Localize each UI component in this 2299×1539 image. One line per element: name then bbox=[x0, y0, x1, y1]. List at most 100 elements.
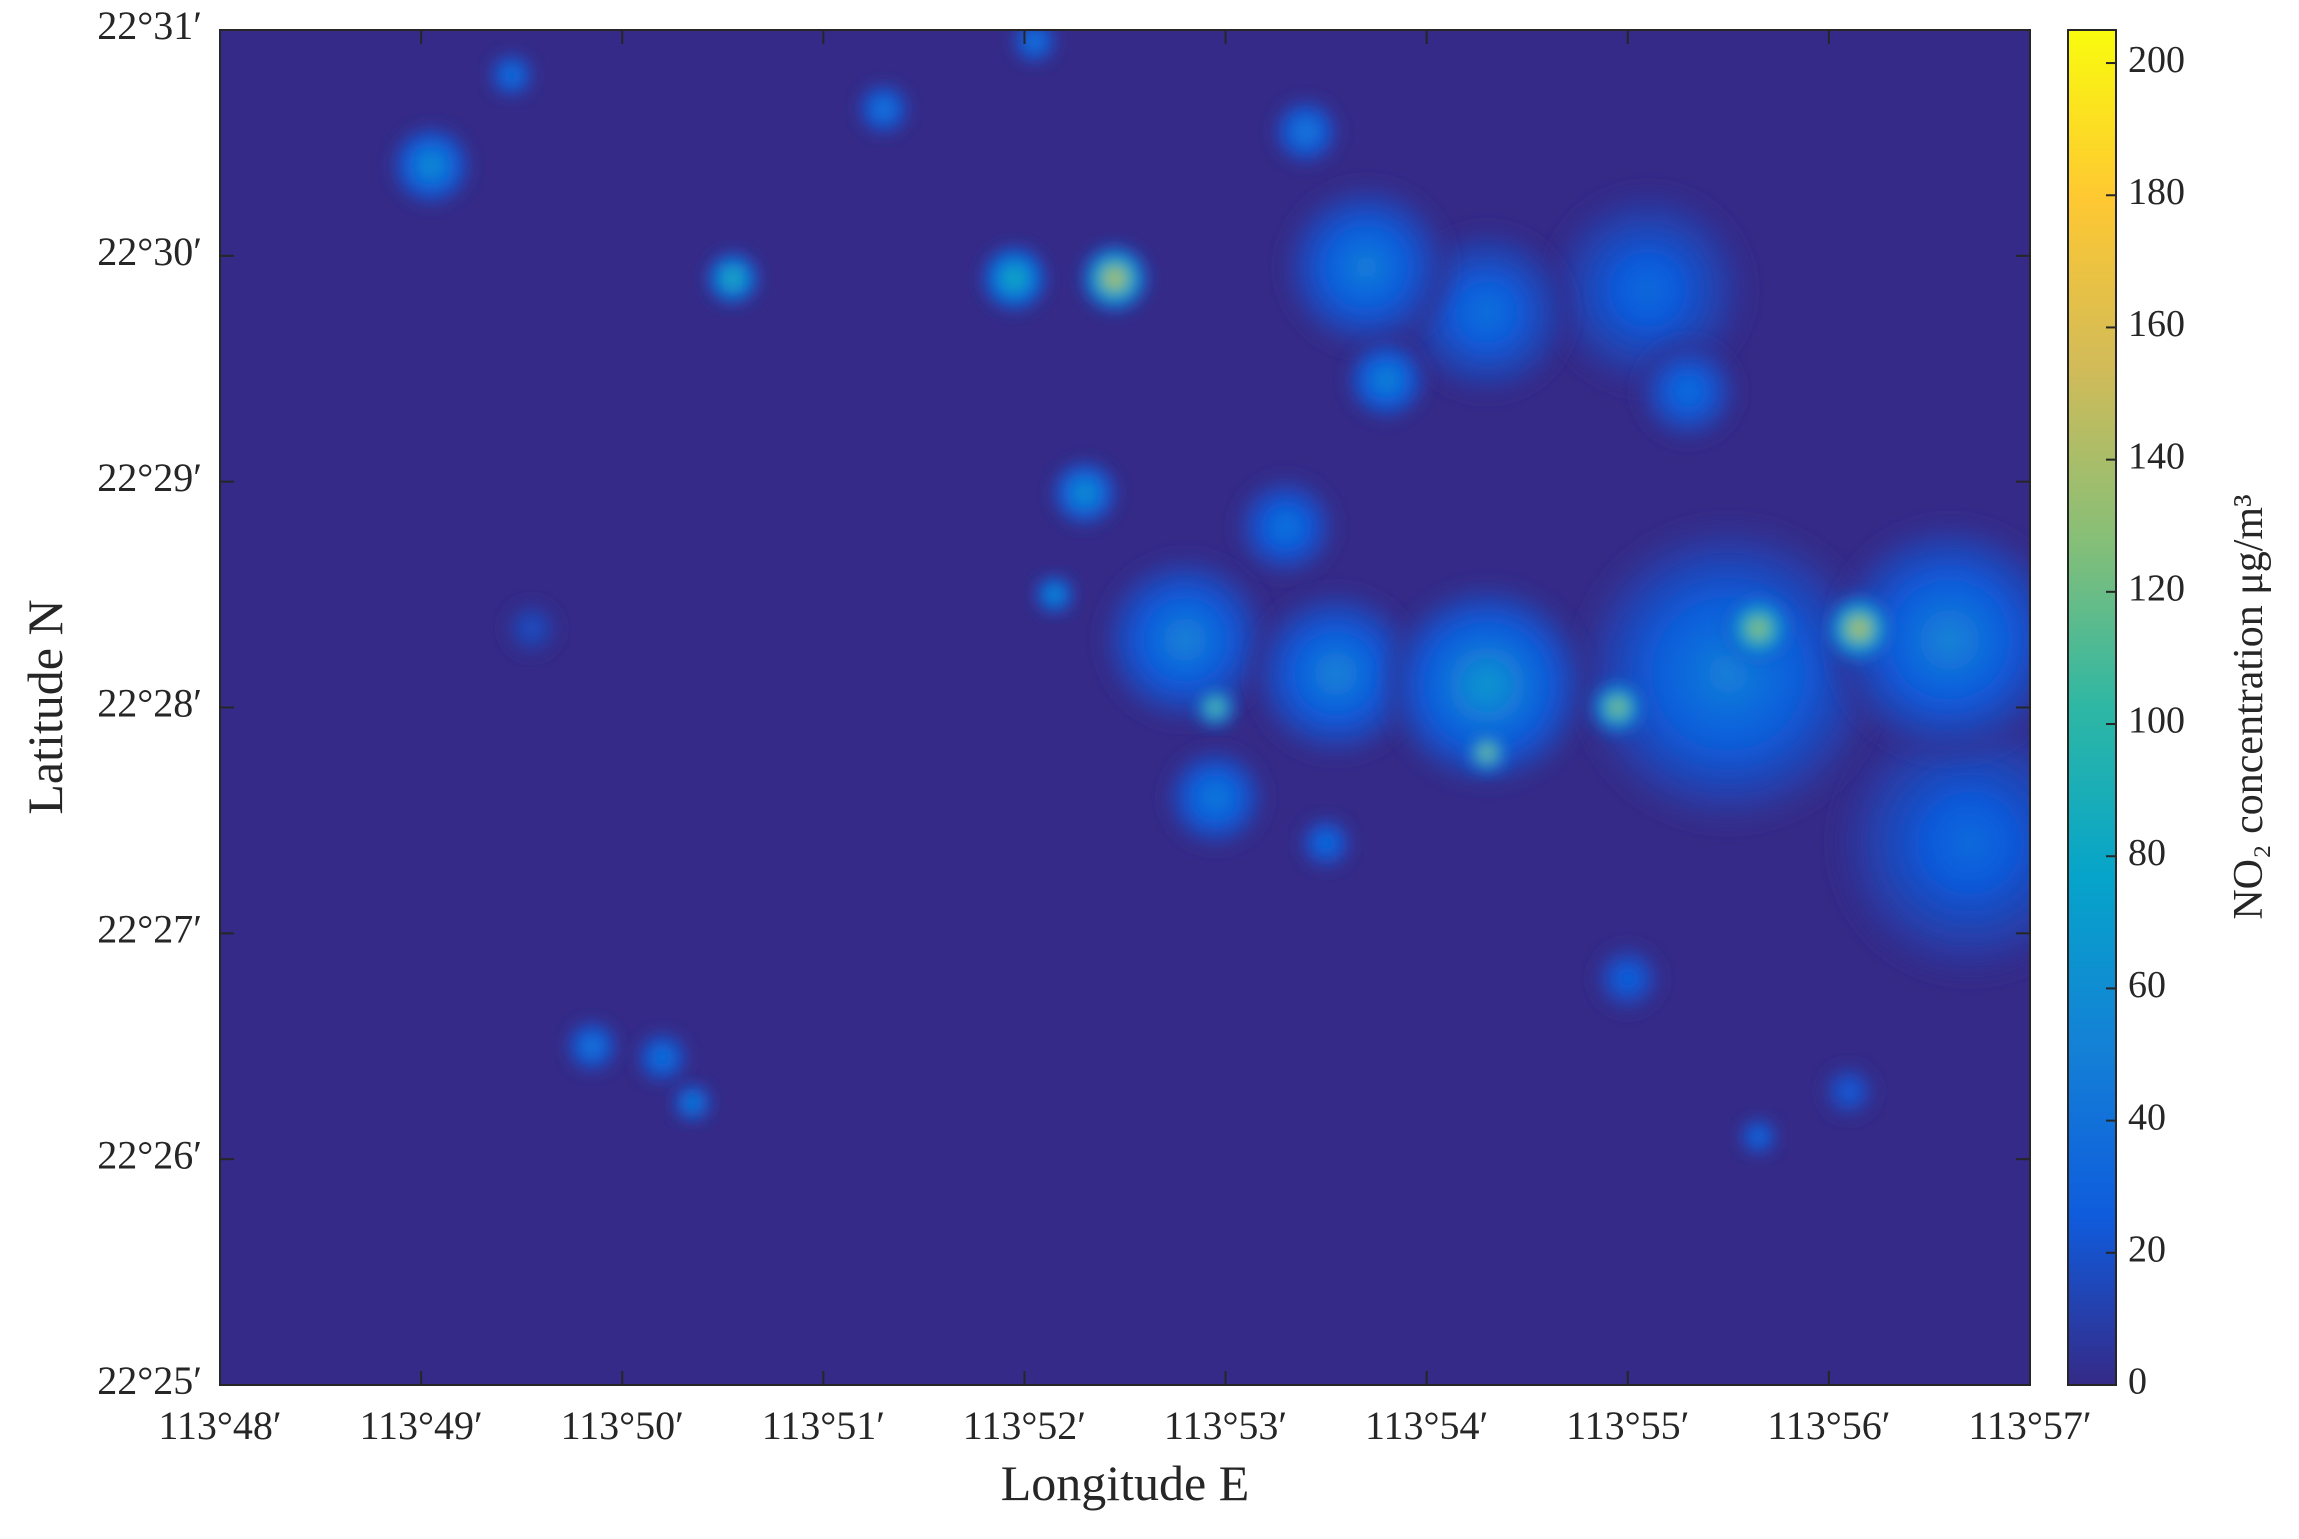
heat-ring bbox=[1476, 301, 1498, 323]
colorbar-tick-label: 80 bbox=[2128, 832, 2166, 874]
heat-ring bbox=[729, 275, 737, 282]
heat-ring bbox=[426, 160, 437, 171]
heat-hotspot bbox=[1345, 339, 1428, 421]
heat-hotspot bbox=[564, 1018, 620, 1074]
heat-ring bbox=[1080, 488, 1090, 498]
x-tick-label: 113°48′ bbox=[158, 1403, 281, 1448]
x-tick-label: 113°50′ bbox=[561, 1403, 684, 1448]
heat-ring bbox=[1010, 274, 1019, 283]
heat-hotspot bbox=[1829, 520, 2030, 760]
heat-ring bbox=[1681, 384, 1695, 398]
colorbar-tick-label: 120 bbox=[2128, 568, 2185, 610]
x-axis-label: Longitude E bbox=[1001, 1455, 1250, 1511]
colorbar-tick-label: 200 bbox=[2128, 39, 2185, 81]
colorbar-frame bbox=[2067, 29, 2117, 1386]
y-axis: 22°31′ 22°30′ 22°29′ 22°28′ 22°27′ 22°26′ 22°2… bbox=[97, 3, 2030, 1403]
heat-hotspot bbox=[1164, 746, 1267, 850]
heat-ring bbox=[1484, 750, 1490, 756]
heat-ring bbox=[1381, 374, 1392, 386]
x-tick-label: 113°54′ bbox=[1365, 1403, 1488, 1448]
colorbar-axis: 0 20 40 60 80 100 120 140 160 180 200 bbox=[2067, 29, 2185, 1403]
colorbar-tick-label: 0 bbox=[2128, 1361, 2147, 1403]
heat-ring bbox=[1623, 974, 1633, 983]
heat-hotspot bbox=[1250, 588, 1422, 760]
heat-ring bbox=[1301, 127, 1311, 136]
x-tick-label: 113°55′ bbox=[1566, 1403, 1689, 1448]
colorbar-tick-label: 40 bbox=[2128, 1096, 2166, 1138]
y-tick-label: 22°30′ bbox=[97, 229, 202, 274]
x-tick-label: 113°49′ bbox=[359, 1403, 482, 1448]
heat-ring bbox=[1709, 654, 1748, 693]
y-tick-label: 22°25′ bbox=[97, 1358, 202, 1403]
colorbar-tick-label: 100 bbox=[2128, 700, 2185, 742]
heat-ring bbox=[528, 625, 536, 632]
heat-hotspot bbox=[1280, 181, 1452, 353]
heat-ring bbox=[1174, 629, 1197, 651]
heat-ring bbox=[1845, 1088, 1853, 1095]
colorbar-label: NO₂ concentration μg/m³ bbox=[2226, 494, 2272, 919]
heat-hotspot bbox=[1545, 187, 1751, 393]
heat-ring bbox=[588, 1042, 596, 1050]
heat-ring bbox=[880, 105, 888, 113]
x-tick-label: 113°56′ bbox=[1767, 1403, 1890, 1448]
y-tick-label: 22°31′ bbox=[97, 3, 202, 48]
heat-hotspot bbox=[390, 124, 473, 207]
heat-ring bbox=[1854, 624, 1864, 633]
heat-ring bbox=[1355, 256, 1378, 278]
heat-hotspot bbox=[1099, 554, 1271, 726]
heat-hotspot bbox=[1034, 574, 1076, 616]
heat-ring bbox=[508, 72, 515, 79]
heat-hotspot bbox=[487, 51, 536, 100]
heat-hotspot bbox=[1724, 594, 1793, 663]
heat-hotspot bbox=[1738, 1116, 1779, 1158]
heat-ring bbox=[1755, 1134, 1762, 1140]
heat-hotspot bbox=[1271, 97, 1341, 166]
heat-hotspot bbox=[1010, 30, 1059, 66]
heat-hotspot bbox=[1195, 687, 1236, 728]
y-tick-label: 22°29′ bbox=[97, 455, 202, 500]
heat-ring bbox=[690, 1100, 696, 1106]
heat-hotspot bbox=[1821, 1064, 1877, 1119]
heat-hotspot bbox=[1234, 475, 1338, 579]
x-tick-label: 113°51′ bbox=[762, 1403, 885, 1448]
heat-ring bbox=[1635, 276, 1661, 303]
heat-ring bbox=[1212, 704, 1219, 711]
heat-hotspot bbox=[1593, 944, 1663, 1013]
heat-hotspot bbox=[1832, 706, 2030, 980]
heat-ring bbox=[659, 1054, 666, 1061]
y-tick-label: 22°26′ bbox=[97, 1132, 202, 1177]
heat-hotspot bbox=[1384, 582, 1590, 788]
heat-hotspot bbox=[672, 1082, 714, 1124]
heat-hotspot bbox=[1574, 519, 1883, 828]
heatmap-layer bbox=[390, 30, 2030, 1158]
colorbar-tick-label: 160 bbox=[2128, 303, 2185, 345]
heat-ring bbox=[1952, 825, 1987, 861]
heat-hotspot bbox=[1824, 594, 1894, 663]
colorbar-tick-label: 60 bbox=[2128, 964, 2166, 1006]
heat-hotspot bbox=[635, 1030, 690, 1085]
heat-ring bbox=[1322, 839, 1330, 847]
heat-ring bbox=[1279, 520, 1293, 534]
y-tick-label: 22°27′ bbox=[97, 907, 202, 952]
heat-ring bbox=[1209, 791, 1222, 805]
heat-ring bbox=[1031, 38, 1038, 45]
colorbar-tick-label: 180 bbox=[2128, 171, 2185, 213]
heat-ring bbox=[1474, 672, 1500, 698]
heat-hotspot bbox=[1466, 732, 1508, 774]
y-tick-label: 22°28′ bbox=[97, 681, 202, 726]
x-tick-label: 113°52′ bbox=[963, 1403, 1086, 1448]
heat-ring bbox=[1110, 274, 1120, 283]
heat-hotspot bbox=[1298, 815, 1354, 871]
y-axis-label: Latitude N bbox=[17, 599, 73, 814]
x-tick-label: 113°57′ bbox=[1968, 1403, 2091, 1448]
heat-hotspot bbox=[1590, 680, 1646, 735]
heat-hotspot bbox=[1636, 340, 1740, 443]
heat-ring bbox=[1934, 624, 1965, 655]
colorbar-tick-label: 20 bbox=[2128, 1229, 2166, 1271]
heat-hotspot bbox=[980, 244, 1049, 313]
heat-ring bbox=[1325, 662, 1347, 685]
heat-hotspot bbox=[1050, 458, 1120, 528]
heat-hotspot bbox=[504, 601, 560, 656]
